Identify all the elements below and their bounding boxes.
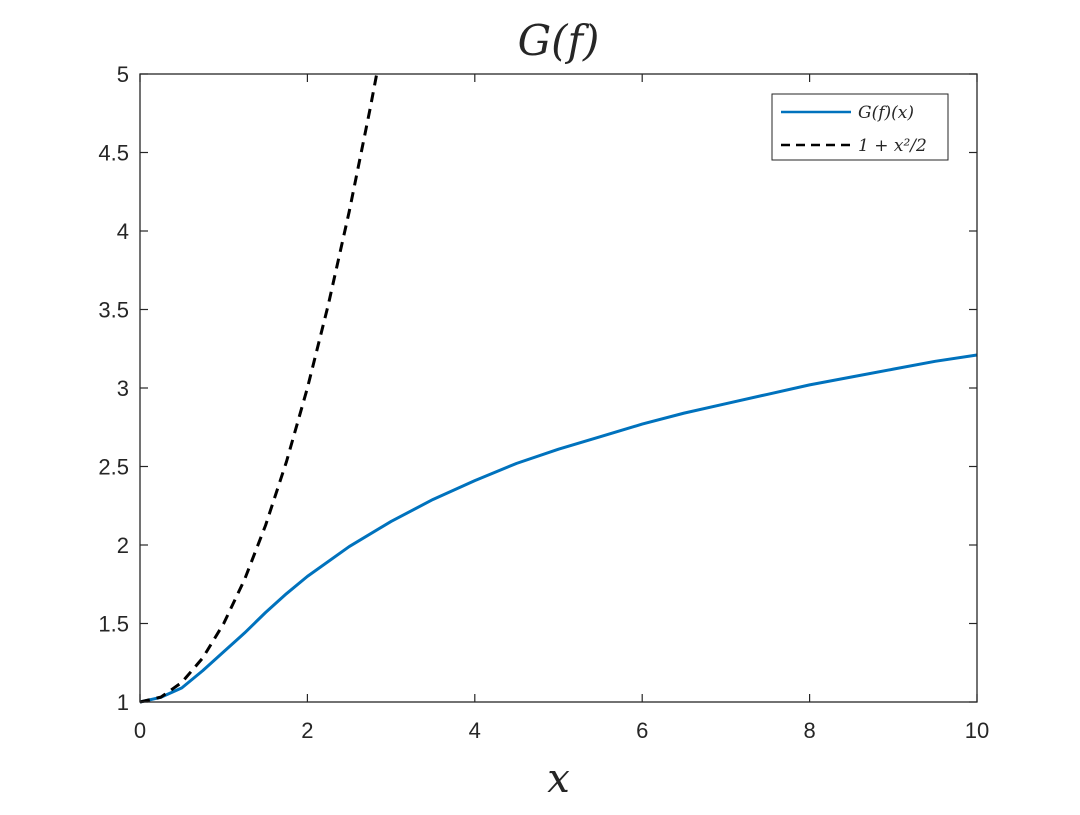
y-tick-label: 1.5 — [98, 612, 129, 637]
chart-title: G(f) — [518, 16, 600, 65]
legend-box — [771, 93, 949, 161]
legend-label-quadratic: 1 + x²/2 — [858, 136, 927, 156]
plot-area — [140, 74, 977, 702]
x-tick-label: 2 — [301, 718, 313, 743]
x-tick-label: 8 — [803, 718, 815, 743]
legend: G(f)(x) 1 + x²/2 — [771, 93, 949, 161]
y-tick-label: 3 — [117, 376, 129, 401]
x-tick-label: 6 — [636, 718, 648, 743]
axis-layer: 0 2 4 6 8 10 1 1.5 2 2.5 3 3.5 4 4.5 5 — [98, 62, 989, 743]
legend-label-g-of-f: G(f)(x) — [858, 103, 914, 123]
plot-frame — [139, 73, 978, 703]
series-layer — [139, 73, 978, 704]
x-tick-label: 4 — [469, 718, 481, 743]
series-line-quadratic — [139, 73, 379, 704]
y-tick-label: 5 — [117, 62, 129, 87]
y-tick-label: 2 — [117, 533, 129, 558]
y-tick-label: 4 — [117, 219, 129, 244]
y-tick-label: 4.5 — [98, 141, 129, 166]
x-tick-label: 0 — [134, 718, 146, 743]
x-axis-label: x — [547, 756, 570, 802]
y-tick-label: 2.5 — [98, 455, 129, 480]
series-line-g-of-f — [139, 353, 978, 704]
x-tick-label: 10 — [965, 718, 989, 743]
y-tick-label: 3.5 — [98, 298, 129, 323]
y-tick-label: 1 — [117, 690, 129, 715]
